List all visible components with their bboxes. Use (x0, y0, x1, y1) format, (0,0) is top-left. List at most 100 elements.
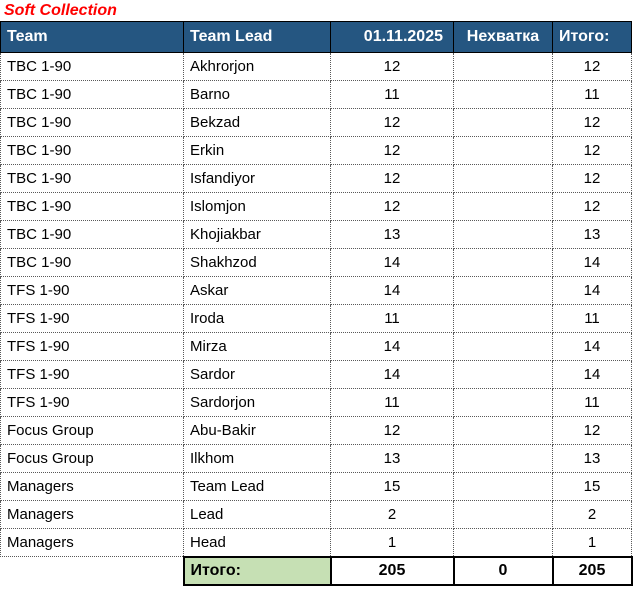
total-cell[interactable]: 14 (552, 360, 632, 389)
shortage-cell[interactable] (453, 276, 553, 305)
lead-cell[interactable]: Islomjon (183, 192, 331, 221)
shortage-cell[interactable] (453, 220, 553, 249)
team-cell[interactable]: Managers (0, 528, 184, 557)
total-cell[interactable]: 12 (552, 136, 632, 165)
lead-cell[interactable]: Lead (183, 500, 331, 529)
team-cell[interactable]: TBC 1-90 (0, 80, 184, 109)
lead-cell[interactable]: Ilkhom (183, 444, 331, 473)
lead-cell[interactable]: Sardorjon (183, 388, 331, 417)
lead-cell[interactable]: Team Lead (183, 472, 331, 501)
shortage-cell[interactable] (453, 136, 553, 165)
team-cell[interactable]: TBC 1-90 (0, 164, 184, 193)
team-cell[interactable]: Managers (0, 500, 184, 529)
total-cell[interactable]: 15 (552, 472, 632, 501)
table-header: Team Team Lead 01.11.2025 Нехватка Итого… (0, 21, 632, 53)
lead-cell[interactable]: Askar (183, 276, 331, 305)
count-cell[interactable]: 2 (330, 500, 454, 529)
count-cell[interactable]: 13 (330, 220, 454, 249)
count-cell[interactable]: 12 (330, 52, 454, 81)
lead-cell[interactable]: Barno (183, 80, 331, 109)
shortage-cell[interactable] (453, 472, 553, 501)
footer-total-label[interactable]: Итого: (182, 555, 332, 586)
lead-cell[interactable]: Mirza (183, 332, 331, 361)
lead-cell[interactable]: Akhrorjon (183, 52, 331, 81)
count-cell[interactable]: 11 (330, 304, 454, 333)
shortage-cell[interactable] (453, 52, 553, 81)
shortage-cell[interactable] (453, 164, 553, 193)
shortage-cell[interactable] (453, 304, 553, 333)
count-cell[interactable]: 12 (330, 164, 454, 193)
team-cell[interactable]: TFS 1-90 (0, 276, 184, 305)
lead-cell[interactable]: Isfandiyor (183, 164, 331, 193)
shortage-cell[interactable] (453, 388, 553, 417)
count-cell[interactable]: 15 (330, 472, 454, 501)
header-team-lead[interactable]: Team Lead (183, 21, 331, 53)
lead-cell[interactable]: Bekzad (183, 108, 331, 137)
header-date[interactable]: 01.11.2025 (330, 21, 454, 53)
shortage-cell[interactable] (453, 444, 553, 473)
shortage-cell[interactable] (453, 80, 553, 109)
shortage-cell[interactable] (453, 528, 553, 557)
count-cell[interactable]: 1 (330, 528, 454, 557)
header-shortage[interactable]: Нехватка (453, 21, 553, 53)
total-cell[interactable]: 12 (552, 164, 632, 193)
total-cell[interactable]: 2 (552, 500, 632, 529)
count-cell[interactable]: 11 (330, 80, 454, 109)
count-cell[interactable]: 14 (330, 360, 454, 389)
shortage-cell[interactable] (453, 500, 553, 529)
count-cell[interactable]: 12 (330, 416, 454, 445)
shortage-cell[interactable] (453, 416, 553, 445)
count-cell[interactable]: 14 (330, 276, 454, 305)
header-team[interactable]: Team (0, 21, 184, 53)
total-cell[interactable]: 1 (552, 528, 632, 557)
team-cell[interactable]: Focus Group (0, 444, 184, 473)
total-cell[interactable]: 14 (552, 332, 632, 361)
footer-count-cell[interactable]: 205 (329, 555, 455, 586)
team-cell[interactable]: TFS 1-90 (0, 304, 184, 333)
total-cell[interactable]: 12 (552, 192, 632, 221)
total-cell[interactable]: 14 (552, 276, 632, 305)
count-cell[interactable]: 12 (330, 108, 454, 137)
lead-cell[interactable]: Abu-Bakir (183, 416, 331, 445)
shortage-cell[interactable] (453, 248, 553, 277)
count-cell[interactable]: 13 (330, 444, 454, 473)
total-cell[interactable]: 12 (552, 108, 632, 137)
shortage-cell[interactable] (453, 192, 553, 221)
total-cell[interactable]: 12 (552, 52, 632, 81)
count-cell[interactable]: 12 (330, 136, 454, 165)
total-cell[interactable]: 14 (552, 248, 632, 277)
team-cell[interactable]: TBC 1-90 (0, 220, 184, 249)
total-cell[interactable]: 13 (552, 220, 632, 249)
header-total[interactable]: Итого: (552, 21, 632, 53)
count-cell[interactable]: 12 (330, 192, 454, 221)
team-cell[interactable]: TBC 1-90 (0, 192, 184, 221)
shortage-cell[interactable] (453, 360, 553, 389)
team-cell[interactable]: TBC 1-90 (0, 52, 184, 81)
team-cell[interactable]: TBC 1-90 (0, 136, 184, 165)
total-cell[interactable]: 13 (552, 444, 632, 473)
lead-cell[interactable]: Head (183, 528, 331, 557)
footer-grand-total-cell[interactable]: 205 (551, 555, 633, 586)
shortage-cell[interactable] (453, 332, 553, 361)
lead-cell[interactable]: Khojiakbar (183, 220, 331, 249)
shortage-cell[interactable] (453, 108, 553, 137)
count-cell[interactable]: 14 (330, 332, 454, 361)
team-cell[interactable]: TBC 1-90 (0, 108, 184, 137)
total-cell[interactable]: 12 (552, 416, 632, 445)
team-cell[interactable]: TBC 1-90 (0, 248, 184, 277)
team-cell[interactable]: TFS 1-90 (0, 388, 184, 417)
team-cell[interactable]: Managers (0, 472, 184, 501)
team-cell[interactable]: TFS 1-90 (0, 332, 184, 361)
footer-shortage-cell[interactable]: 0 (452, 555, 554, 586)
count-cell[interactable]: 14 (330, 248, 454, 277)
lead-cell[interactable]: Sardor (183, 360, 331, 389)
lead-cell[interactable]: Shakhzod (183, 248, 331, 277)
total-cell[interactable]: 11 (552, 304, 632, 333)
team-cell[interactable]: TFS 1-90 (0, 360, 184, 389)
total-cell[interactable]: 11 (552, 388, 632, 417)
count-cell[interactable]: 11 (330, 388, 454, 417)
team-cell[interactable]: Focus Group (0, 416, 184, 445)
lead-cell[interactable]: Iroda (183, 304, 331, 333)
lead-cell[interactable]: Erkin (183, 136, 331, 165)
total-cell[interactable]: 11 (552, 80, 632, 109)
